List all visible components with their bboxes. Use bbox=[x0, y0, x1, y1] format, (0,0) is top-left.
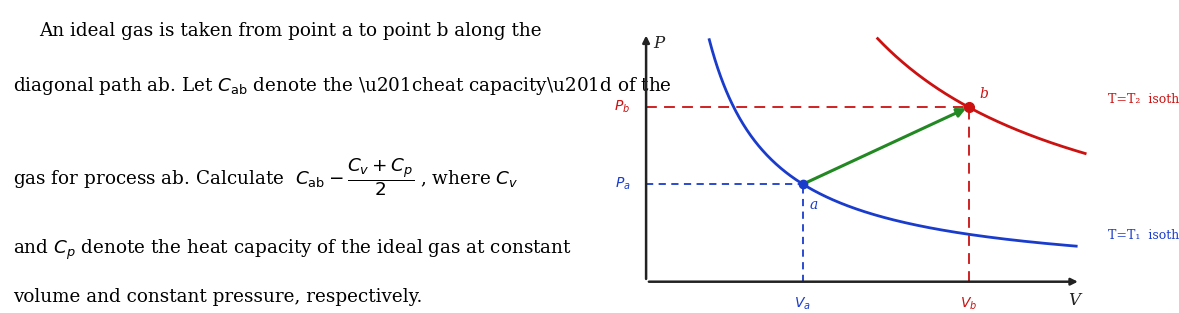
Text: $P_a$: $P_a$ bbox=[614, 176, 631, 192]
Text: $V_a$: $V_a$ bbox=[795, 296, 811, 312]
Text: volume and constant pressure, respectively.: volume and constant pressure, respective… bbox=[13, 288, 422, 306]
Text: and $C_p$ denote the heat capacity of the ideal gas at constant: and $C_p$ denote the heat capacity of th… bbox=[13, 238, 572, 262]
Text: gas for process ab. Calculate  $C_{\rm ab}-\dfrac{C_v+C_p}{2}$ , where $C_v$: gas for process ab. Calculate $C_{\rm ab… bbox=[13, 156, 519, 198]
Text: diagonal path ab. Let $C_{\rm ab}$ denote the \u201cheat capacity\u201d of the: diagonal path ab. Let $C_{\rm ab}$ denot… bbox=[13, 75, 672, 97]
Text: a: a bbox=[810, 198, 818, 212]
Text: $V_b$: $V_b$ bbox=[960, 296, 977, 312]
Text: An ideal gas is taken from point a to point b along the: An ideal gas is taken from point a to po… bbox=[39, 22, 542, 40]
Text: b: b bbox=[980, 87, 989, 101]
Text: T=T₁  isotherm: T=T₁ isotherm bbox=[1107, 229, 1179, 242]
Text: V: V bbox=[1068, 292, 1080, 309]
Text: $P_b$: $P_b$ bbox=[614, 99, 631, 115]
Text: T=T₂  isotherm: T=T₂ isotherm bbox=[1107, 93, 1179, 106]
Text: P: P bbox=[653, 35, 664, 52]
